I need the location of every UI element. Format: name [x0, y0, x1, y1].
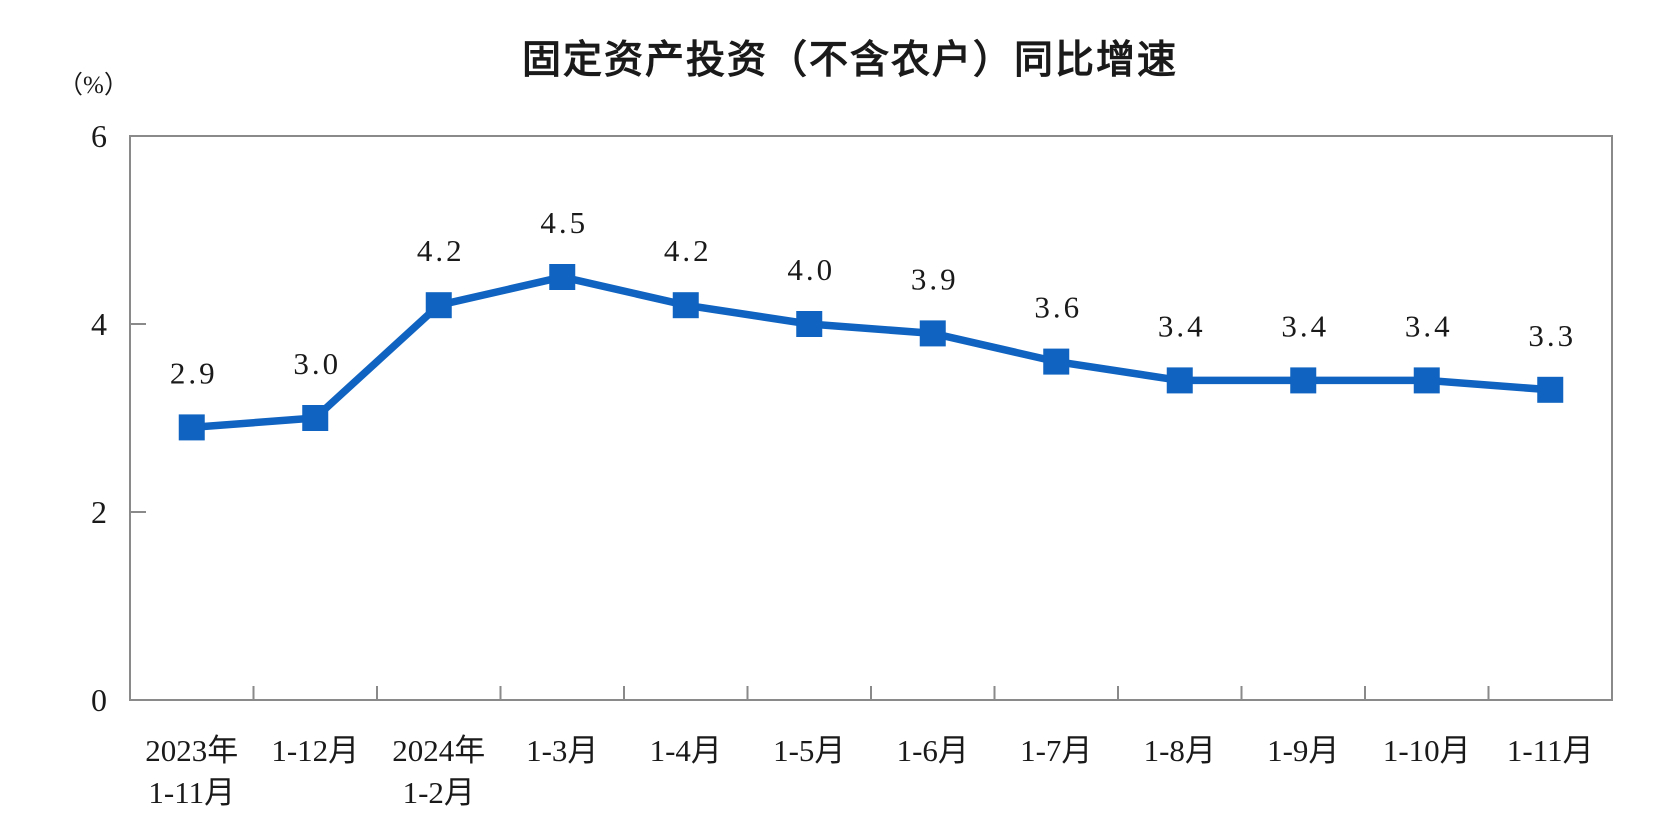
data-point-marker — [1043, 348, 1070, 375]
data-point-label: 4.2 — [664, 233, 712, 268]
data-point-label: 4.5 — [540, 205, 588, 240]
data-point-label: 3.4 — [1158, 308, 1206, 343]
plot-area-border — [129, 135, 1613, 701]
x-axis-ticks — [252, 686, 1490, 700]
y-axis-labels: 0 2 4 6 — [91, 118, 107, 718]
data-point-label: 4.0 — [787, 252, 835, 287]
y-axis-ticks — [130, 323, 146, 513]
data-point-marker — [672, 292, 699, 319]
data-point-marker — [1290, 367, 1317, 394]
y-tick-label: 4 — [91, 306, 107, 342]
x-axis-label: 1-9月 — [1267, 733, 1339, 768]
x-axis-label: 1-5月 — [773, 733, 845, 768]
data-point-marker — [178, 414, 205, 441]
x-axis-label: 1-3月 — [526, 733, 598, 768]
x-axis-label: 2023年 — [145, 733, 238, 768]
y-tick-label: 6 — [91, 118, 107, 154]
data-point-label: 3.4 — [1405, 308, 1453, 343]
x-axis-label: 1-10月 — [1383, 733, 1471, 768]
x-axis-labels: 2023年 1-11月 1-12月 2024年 1-2月 1-3月 1-4月 1-5月 1-6月… — [145, 733, 1593, 810]
x-axis-label: 1-7月 — [1020, 733, 1092, 768]
data-labels: 2.9 3.0 4.2 4.5 4.2 4.0 3.9 3.6 3.4 3.4 3.4 3.3 — [170, 205, 1576, 390]
y-tick-label: 2 — [91, 494, 107, 530]
data-point-marker — [796, 311, 823, 337]
data-series — [178, 264, 1564, 441]
data-point-marker — [1537, 376, 1564, 403]
data-point-label: 3.6 — [1034, 290, 1082, 325]
x-axis-label: 2024年 — [392, 733, 485, 768]
data-point-label: 2.9 — [170, 355, 218, 390]
data-point-marker — [425, 292, 452, 319]
data-point-label: 3.4 — [1281, 308, 1329, 343]
data-point-marker — [1166, 367, 1193, 394]
x-axis-label: 1-6月 — [897, 733, 969, 768]
x-axis-label-line2: 1-2月 — [403, 775, 475, 810]
x-axis-label: 1-12月 — [271, 733, 359, 768]
data-point-label: 3.3 — [1528, 318, 1576, 353]
x-axis-label-line2: 1-11月 — [148, 775, 235, 810]
y-tick-label: 0 — [91, 682, 107, 718]
x-axis-label: 1-8月 — [1144, 733, 1216, 768]
chart-title: 固定资产投资（不含农户）同比增速 — [522, 39, 1178, 82]
data-point-marker — [1413, 367, 1440, 394]
data-point-marker — [302, 405, 329, 431]
data-point-label: 3.0 — [293, 346, 341, 381]
y-axis-unit-label: （%） — [58, 71, 129, 99]
series-line — [191, 273, 1551, 432]
x-axis-label: 1-11月 — [1507, 733, 1594, 768]
data-point-label: 3.9 — [911, 261, 959, 296]
data-point-marker — [919, 320, 946, 347]
x-axis-label: 1-4月 — [650, 733, 722, 768]
data-point-label: 4.2 — [417, 233, 465, 268]
data-point-marker — [549, 264, 576, 290]
